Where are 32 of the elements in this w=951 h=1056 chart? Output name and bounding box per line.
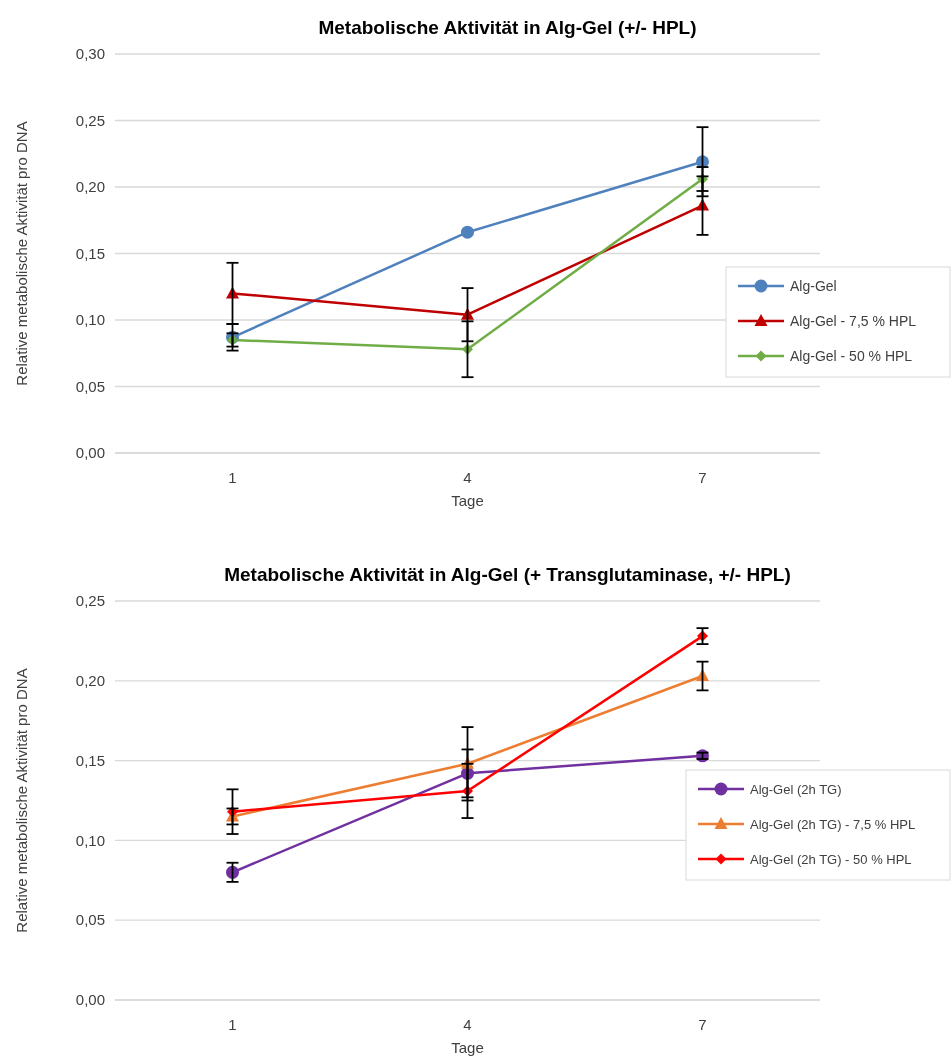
chart-title: Metabolische Aktivität in Alg-Gel (+/- HPL): [318, 17, 697, 38]
y-tick-label: 0,05: [75, 911, 105, 929]
legend-label: Alg-Gel (2h TG): [750, 781, 842, 797]
point: [461, 225, 474, 239]
y-tick-label: 0,25: [75, 111, 105, 129]
legend-label: Alg-Gel (2h TG) - 7,5 % HPL: [750, 816, 916, 832]
x-tick-label: 1: [228, 469, 237, 486]
y-tick-label: 0,15: [75, 751, 105, 769]
y-tick-label: 0,10: [75, 311, 105, 329]
x-tick-label: 7: [698, 469, 707, 486]
x-tick-label: 4: [463, 469, 472, 486]
chart-title: Metabolische Aktivität in Alg-Gel (+ Transglutaminase, +/- HPL): [224, 564, 791, 585]
legend-label: Alg-Gel - 50 % HPL: [790, 347, 913, 364]
x-tick-label: 4: [463, 1016, 472, 1033]
legend-label: Alg-Gel (2h TG) - 50 % HPL: [750, 851, 912, 867]
y-tick-label: 0,30: [75, 45, 105, 63]
y-axis-title: Relative metabolische Aktivität pro DNA: [13, 121, 30, 386]
x-axis-title: Tage: [451, 492, 484, 509]
y-tick-label: 0,05: [75, 377, 105, 395]
y-axis-title: Relative metabolische Aktivität pro DNA: [13, 668, 30, 933]
legend-label: Alg-Gel - 7,5 % HPL: [790, 312, 917, 329]
y-tick-label: 0,25: [75, 592, 105, 610]
y-tick-label: 0,00: [75, 991, 105, 1009]
x-axis-title: Tage: [451, 1039, 484, 1056]
x-tick-label: 1: [228, 1016, 237, 1033]
y-tick-label: 0,20: [75, 178, 105, 196]
x-tick-label: 7: [698, 1016, 707, 1033]
y-tick-label: 0,15: [75, 244, 105, 262]
y-tick-label: 0,00: [75, 444, 105, 462]
y-tick-label: 0,10: [75, 831, 105, 849]
legend-label: Alg-Gel: [790, 277, 837, 294]
y-tick-label: 0,20: [75, 672, 105, 690]
